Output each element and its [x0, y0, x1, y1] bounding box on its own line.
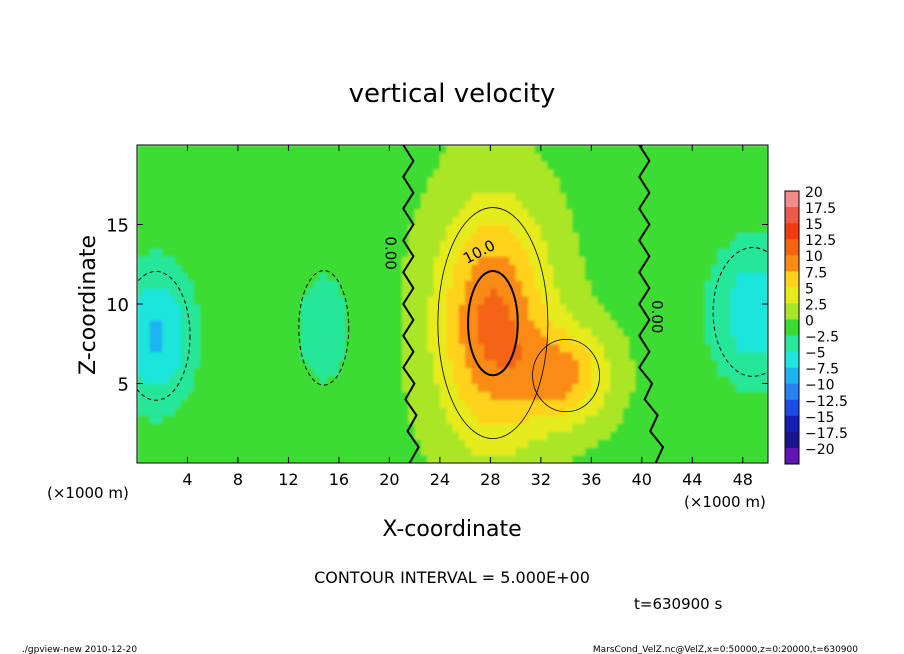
footer-left-text: ./gpview-new 2010-12-20	[22, 645, 137, 654]
contour-line-negative	[298, 270, 350, 386]
colorbar-label: −15	[805, 410, 835, 426]
contour-label: 0.00	[648, 300, 666, 333]
x-unit-label-right: (×1000 m)	[684, 493, 766, 511]
contour-line-negative	[137, 270, 191, 401]
contour-line	[532, 338, 600, 413]
contour-interval-text: CONTOUR INTERVAL = 5.000E+00	[314, 568, 590, 587]
colorbar-label: −2.5	[805, 330, 839, 346]
x-tick-label: 12	[278, 470, 298, 489]
colorbar-swatch	[785, 431, 799, 449]
plot-area: 0.00 10.00.00	[136, 144, 769, 464]
colorbar-label: −20	[805, 442, 835, 458]
contour-line	[437, 207, 549, 439]
colorbar-swatch	[785, 255, 799, 272]
colorbar-label: −7.5	[805, 362, 839, 378]
zero-contour-line	[638, 145, 665, 463]
colorbar-label: 5	[805, 281, 814, 297]
colorbar: 2017.51512.5107.552.50−2.5−5−7.5−10−12.5…	[784, 185, 848, 465]
contour-line-negative	[712, 247, 768, 377]
x-axis-label: X-coordinate	[382, 517, 521, 542]
colorbar-swatch	[785, 191, 799, 208]
y-tick-label: 10	[106, 295, 129, 316]
x-tick-label: 32	[531, 470, 551, 489]
colorbar-swatch	[785, 383, 799, 401]
contour-label: 0.00	[382, 236, 400, 269]
colorbar-swatch	[785, 415, 799, 433]
colorbar-label: 7.5	[805, 265, 827, 281]
footer-right-text: MarsCond_VelZ.nc@VelZ,x=0:50000,z=0:2000…	[593, 645, 858, 654]
contour-lines	[137, 145, 768, 463]
colorbar-label: 20	[805, 185, 823, 201]
colorbar-label: 2.5	[805, 297, 827, 313]
colorbar-swatch	[785, 319, 799, 337]
x-tick-label: 36	[581, 470, 601, 489]
colorbar-frame	[784, 190, 800, 465]
colorbar-swatch	[785, 399, 799, 417]
colorbar-label: −17.5	[805, 426, 848, 442]
colorbar-swatch	[785, 303, 799, 320]
x-tick-label: 28	[480, 470, 500, 489]
colorbar-label: −5	[805, 346, 826, 362]
colorbar-swatch	[785, 239, 799, 256]
colorbar-label: 0	[805, 313, 814, 329]
y-tick-label: 15	[106, 216, 129, 237]
x-tick-label: 40	[632, 470, 652, 489]
chart-title: vertical velocity	[349, 79, 556, 109]
colorbar-label: −10	[805, 378, 835, 394]
contour-line	[467, 269, 519, 377]
x-tick-labels: 4 8 12 16 20 24 28 32 36 40 44 48	[182, 145, 753, 489]
y-axis-label: Z-coordinate	[76, 235, 101, 375]
colorbar-swatch	[785, 447, 799, 465]
colorbar-swatch	[785, 207, 799, 224]
colorbar-label: 15	[805, 217, 823, 233]
colorbar-swatch	[785, 367, 799, 385]
x-unit-label-left: (×1000 m)	[47, 484, 129, 502]
x-tick-label: 24	[430, 470, 450, 489]
colorbar-label: 17.5	[805, 201, 836, 217]
y-tick-label: 5	[118, 375, 129, 396]
colorbar-swatch	[785, 271, 799, 288]
heatmap-cells	[137, 145, 768, 463]
colorbar-swatch	[785, 335, 799, 353]
x-tick-label: 4	[182, 470, 192, 489]
x-tick-label: 48	[733, 470, 753, 489]
colorbar-swatch	[785, 223, 799, 240]
colorbar-label: −12.5	[805, 394, 848, 410]
colorbar-label: 12.5	[805, 233, 836, 249]
colorbar-swatch	[785, 287, 799, 304]
x-tick-label: 20	[379, 470, 399, 489]
zero-contour-line	[402, 145, 420, 463]
x-tick-label: 44	[682, 470, 702, 489]
x-tick-label: 16	[329, 470, 349, 489]
x-tick-label: 8	[233, 470, 243, 489]
colorbar-label: 10	[805, 249, 823, 265]
y-tick-labels: 5 10 15	[106, 216, 768, 396]
time-label: t=630900 s	[634, 595, 722, 613]
colorbar-swatch	[785, 351, 799, 369]
